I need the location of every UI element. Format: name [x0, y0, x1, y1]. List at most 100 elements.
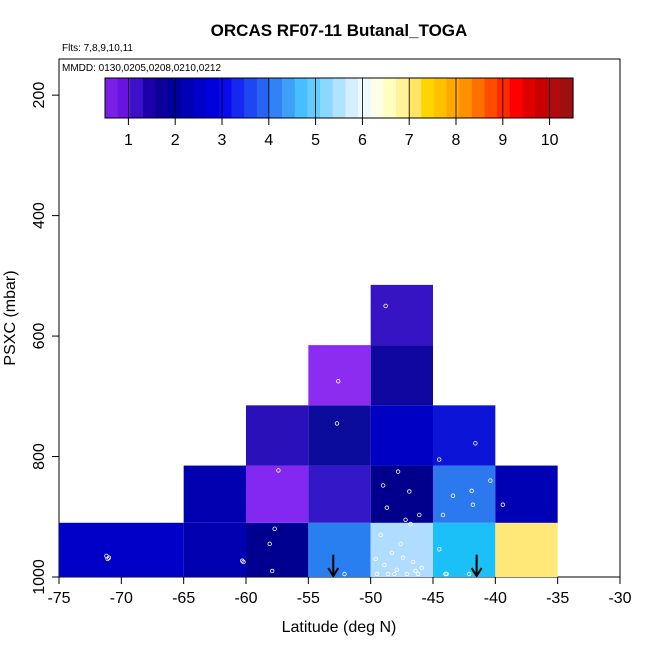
heatmap-cell — [246, 522, 309, 577]
colorbar-swatch — [155, 78, 169, 118]
x-axis: -75 -70 -65 -60 -55 -50 -45 -40 -35 -30 — [47, 577, 632, 607]
sample-point — [400, 555, 406, 560]
colorbar-swatch — [509, 78, 524, 118]
colorbar-swatch — [408, 78, 422, 118]
sample-point — [408, 521, 413, 527]
colorbar-swatch — [282, 78, 296, 118]
colorbar-swatch — [117, 78, 131, 118]
colorbar-swatch — [218, 78, 233, 118]
heatmap-cell — [433, 522, 496, 577]
heatmap-cell — [370, 522, 433, 577]
sample-point — [272, 526, 277, 532]
colorbar-swatch — [256, 78, 271, 118]
heatmap-cell — [495, 465, 558, 523]
colorbar-tick-label: 5 — [311, 132, 320, 149]
sample-point — [382, 562, 387, 568]
heatmap-cell — [308, 345, 371, 406]
x-tick-label: -30 — [608, 590, 631, 607]
colorbar-swatch — [459, 78, 473, 118]
wind-arrows — [327, 554, 483, 578]
colorbar-swatch — [269, 78, 283, 118]
heatmap-cell — [246, 465, 309, 523]
x-tick-label: -60 — [234, 590, 257, 607]
colorbar-ticks: 1 2 3 4 5 6 7 8 9 10 — [124, 118, 559, 149]
x-tick-label: -45 — [421, 590, 444, 607]
arrow-marker — [470, 554, 483, 578]
y-tick-label: 600 — [31, 323, 48, 350]
y-axis-label: PSXC (mbar) — [2, 270, 19, 365]
colorbar-swatch — [244, 78, 258, 118]
colorbar-swatch — [421, 78, 435, 118]
sample-point — [473, 441, 478, 446]
x-tick-label: -50 — [359, 590, 382, 607]
heatmap-cell — [308, 465, 371, 523]
colorbar-swatch — [522, 78, 536, 118]
colorbar-swatch — [484, 78, 498, 118]
sample-point — [469, 488, 474, 494]
sample-point — [407, 489, 412, 494]
sample-point — [106, 555, 112, 560]
sample-point — [403, 517, 408, 522]
heatmap-cell — [370, 465, 433, 523]
sample-point — [404, 571, 410, 577]
sample-point — [413, 568, 418, 574]
sample-point — [443, 571, 448, 577]
x-tick-label: -55 — [297, 590, 320, 607]
heatmap-cell — [433, 405, 496, 466]
colorbar-tick-label: 9 — [498, 132, 507, 149]
sample-point — [415, 571, 421, 577]
colorbar-steps — [105, 78, 574, 118]
x-tick-label: -75 — [47, 590, 70, 607]
colorbar-swatch — [535, 78, 549, 118]
sample-point — [373, 556, 378, 562]
heatmap-cell — [495, 522, 558, 577]
colorbar-swatch — [370, 78, 384, 118]
colorbar-swatch — [294, 78, 308, 118]
colorbar-tick-label: 1 — [124, 132, 133, 149]
colorbar-tick-label: 7 — [405, 132, 414, 149]
heatmap-cell — [246, 405, 309, 466]
colorbar-swatch — [383, 78, 397, 118]
colorbar-swatch — [433, 78, 448, 118]
colorbar-swatch — [193, 78, 207, 118]
sample-point — [269, 568, 275, 574]
sample-point — [334, 421, 340, 426]
colorbar-tick-label: 10 — [541, 132, 559, 149]
heatmap-cell — [370, 345, 433, 406]
sample-points — [104, 303, 506, 577]
sample-point — [450, 493, 456, 498]
colorbar-swatch — [357, 78, 372, 118]
heatmap-cell — [370, 405, 433, 466]
sample-point — [389, 550, 395, 556]
sample-point — [417, 512, 422, 518]
heatmap-cell — [370, 284, 433, 346]
heatmap-cells — [59, 284, 558, 577]
colorbar-tick-label: 3 — [218, 132, 227, 149]
sample-point — [105, 556, 110, 562]
y-axis: 200 400 600 800 1000 — [31, 82, 59, 595]
colorbar-swatch — [345, 78, 359, 118]
sample-point — [384, 505, 390, 510]
colorbar-swatch — [332, 78, 346, 118]
chart-title: ORCAS RF07-11 Butanal_TOGA — [211, 21, 468, 40]
x-tick-label: -35 — [546, 590, 569, 607]
colorbar: 1 2 3 4 5 6 7 8 9 10 — [104, 77, 574, 149]
colorbar-swatch — [560, 78, 574, 118]
heatmap-cell — [183, 522, 246, 577]
sample-point — [437, 457, 442, 462]
y-tick-label: 200 — [31, 82, 48, 109]
colorbar-tick-label: 6 — [358, 132, 367, 149]
colorbar-swatch — [130, 78, 144, 118]
colorbar-swatch — [497, 78, 511, 118]
colorbar-swatch — [142, 78, 157, 118]
colorbar-swatch — [206, 78, 220, 118]
sample-point — [392, 571, 397, 577]
x-tick-label: -40 — [484, 590, 507, 607]
heatmap-cell — [308, 522, 371, 577]
colorbar-swatch — [446, 78, 460, 118]
heatmap-cell — [308, 405, 371, 466]
sample-point — [380, 483, 386, 488]
sample-point — [385, 571, 391, 577]
y-tick-label: 800 — [31, 443, 48, 470]
